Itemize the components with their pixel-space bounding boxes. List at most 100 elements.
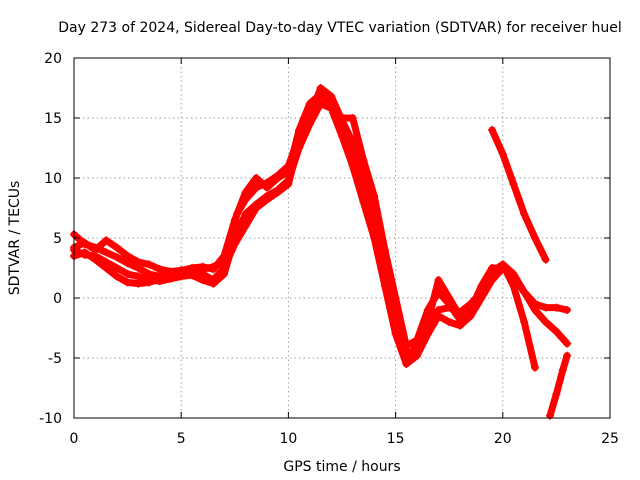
data-series	[70, 84, 572, 420]
data-point-marker	[230, 240, 239, 248]
data-point-marker	[241, 222, 250, 230]
data-point-marker	[563, 351, 572, 360]
data-point-marker	[230, 216, 239, 224]
x-tick-label: 5	[177, 431, 186, 447]
data-point-marker	[327, 102, 336, 110]
data-point-marker	[112, 253, 121, 262]
data-point-marker	[273, 188, 282, 197]
data-point-marker	[488, 264, 497, 272]
data-point-marker	[155, 265, 164, 274]
x-tick-label: 10	[279, 431, 297, 447]
data-point-marker	[252, 204, 261, 212]
data-point-marker	[91, 246, 100, 254]
data-point-marker	[520, 318, 529, 326]
data-point-marker	[455, 315, 464, 324]
data-point-marker	[402, 360, 411, 368]
data-point-marker	[413, 348, 422, 356]
data-point-marker	[220, 252, 229, 260]
data-point-marker	[145, 260, 154, 269]
data-point-marker	[541, 303, 550, 312]
data-point-marker	[466, 306, 475, 314]
data-point-marker	[316, 90, 325, 98]
data-point-marker	[123, 252, 132, 260]
data-point-marker	[359, 156, 368, 164]
y-tick-label: 5	[53, 231, 62, 247]
data-point-marker	[520, 210, 529, 218]
series-track-6	[546, 352, 571, 420]
data-point-marker	[477, 282, 486, 290]
data-point-marker	[348, 162, 357, 170]
data-point-marker	[541, 318, 550, 326]
data-point-marker	[552, 303, 561, 312]
data-point-marker	[530, 306, 539, 314]
y-tick-label: -5	[48, 351, 62, 367]
data-point-marker	[327, 92, 336, 101]
data-point-marker	[177, 266, 186, 275]
data-point-marker	[102, 248, 111, 257]
data-point-marker	[134, 258, 143, 266]
y-tick-label: -10	[39, 411, 62, 427]
data-point-marker	[380, 246, 389, 254]
data-point-marker	[102, 264, 111, 272]
data-point-marker	[563, 339, 572, 348]
series-track-5	[488, 126, 550, 264]
data-point-marker	[391, 294, 400, 302]
data-point-marker	[563, 306, 572, 314]
data-point-marker	[209, 276, 218, 284]
y-tick-label: 10	[44, 171, 62, 187]
data-point-marker	[198, 262, 207, 271]
data-point-marker	[241, 188, 250, 197]
data-point-marker	[198, 270, 207, 278]
data-point-marker	[305, 99, 314, 108]
data-point-marker	[434, 312, 443, 320]
data-point-marker	[241, 210, 250, 218]
x-tick-label: 20	[494, 431, 512, 447]
data-point-marker	[423, 306, 432, 314]
chart-title: Day 273 of 2024, Sidereal Day-to-day VTE…	[58, 20, 621, 36]
y-tick-label: 20	[44, 51, 62, 67]
y-tick-label: 15	[44, 111, 62, 127]
data-point-marker	[252, 174, 261, 182]
data-point-marker	[509, 282, 518, 290]
data-point-marker	[295, 126, 304, 134]
data-point-marker	[445, 300, 454, 308]
data-point-marker	[80, 248, 89, 257]
data-point-marker	[123, 278, 132, 287]
x-axis-title: GPS time / hours	[283, 459, 400, 475]
data-point-marker	[284, 168, 293, 176]
data-point-marker	[102, 236, 111, 245]
data-point-marker	[552, 327, 561, 336]
data-point-marker	[112, 272, 121, 281]
data-point-marker	[498, 150, 507, 158]
data-point-marker	[488, 126, 497, 134]
data-point-marker	[413, 336, 422, 344]
data-point-marker	[145, 278, 154, 287]
data-point-marker	[123, 259, 132, 268]
data-point-marker	[338, 114, 346, 122]
data-point-marker	[220, 264, 229, 272]
data-point-marker	[252, 183, 261, 192]
data-point-marker	[155, 274, 164, 283]
data-point-marker	[445, 318, 454, 326]
data-point-marker	[112, 243, 121, 252]
data-point-marker	[530, 234, 539, 242]
data-point-marker	[509, 180, 518, 188]
x-tick-label: 15	[387, 431, 405, 447]
data-point-marker	[273, 174, 282, 182]
data-point-marker	[134, 279, 143, 288]
data-point-marker	[520, 288, 529, 296]
data-point-marker	[558, 366, 567, 374]
data-point-marker	[552, 390, 561, 398]
data-point-marker	[80, 238, 89, 247]
x-tick-label: 0	[70, 431, 79, 447]
data-point-marker	[434, 276, 443, 284]
data-point-marker	[530, 363, 539, 372]
data-point-marker	[209, 265, 218, 274]
axis-ticks	[73, 57, 611, 419]
data-point-marker	[112, 264, 121, 272]
data-point-marker	[370, 192, 379, 200]
data-point-marker	[498, 264, 507, 272]
x-tick-label: 25	[601, 431, 619, 447]
